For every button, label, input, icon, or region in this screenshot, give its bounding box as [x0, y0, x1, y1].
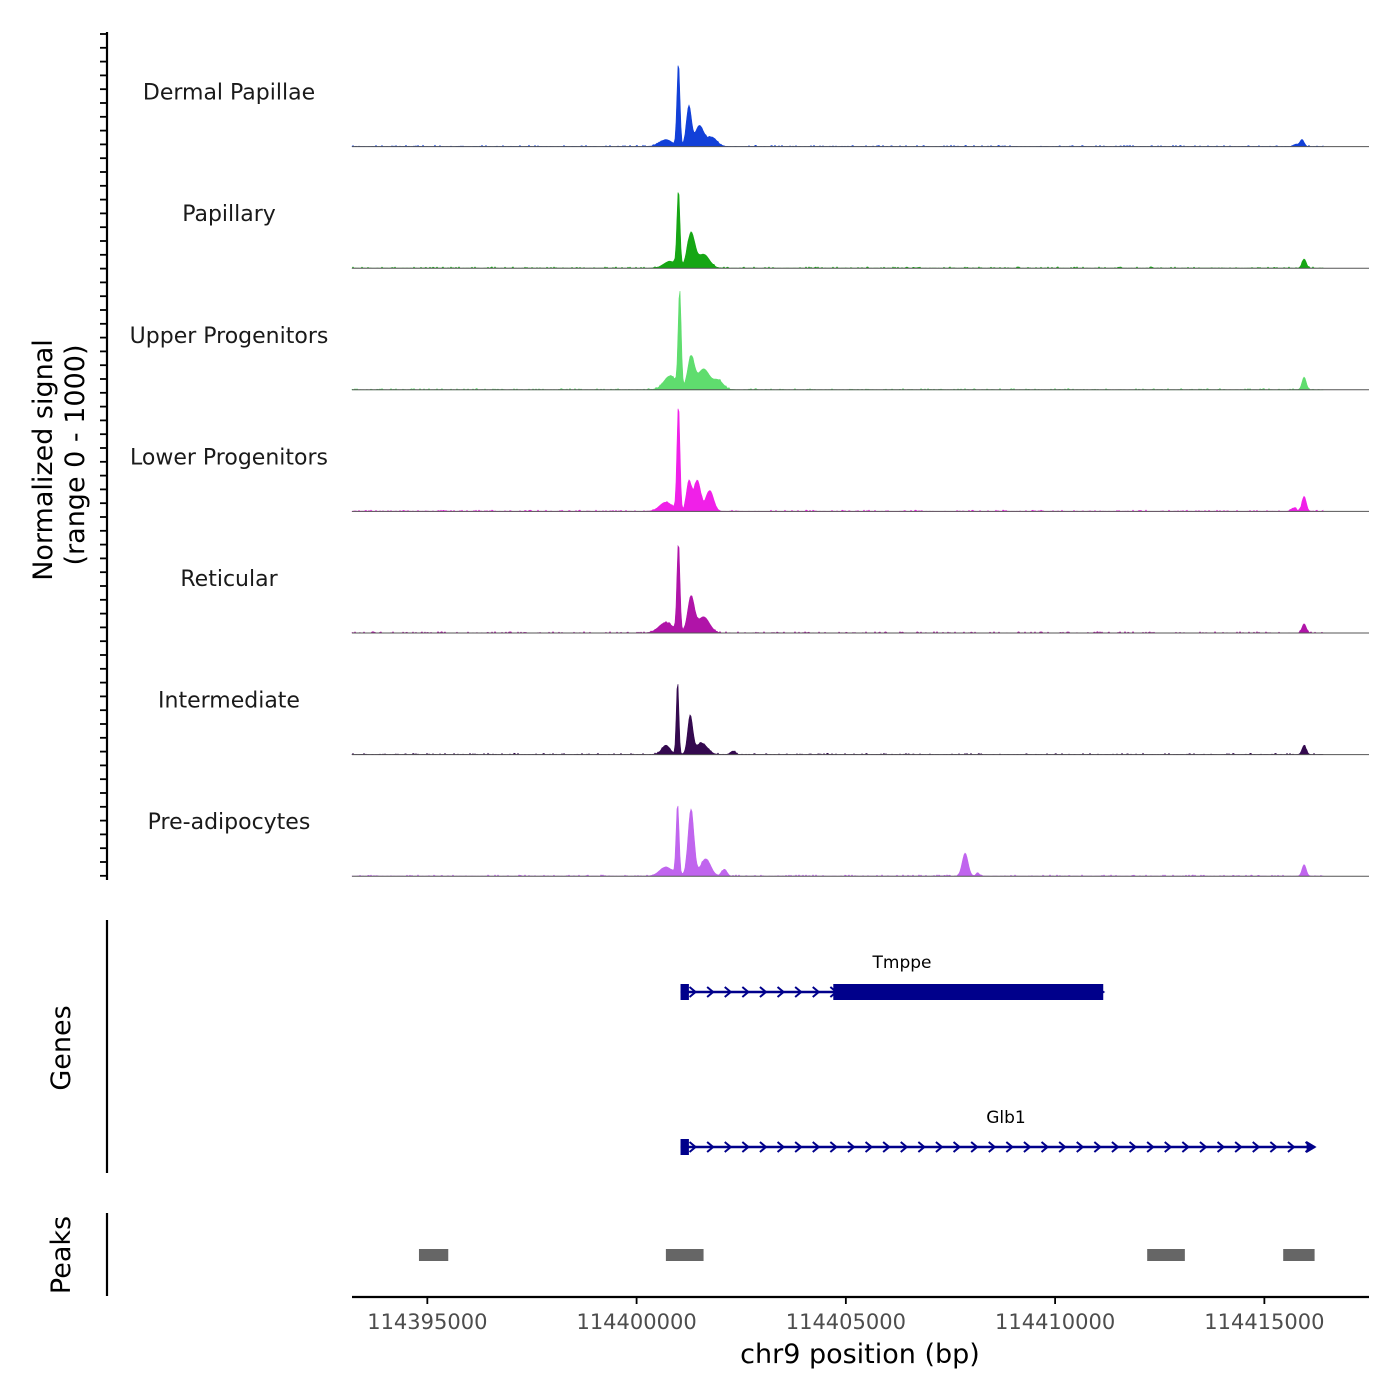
strand-arrow — [1252, 1141, 1261, 1153]
gene-end-arrow — [1095, 986, 1106, 998]
genes-panel-title: Genes — [46, 1005, 77, 1090]
strand-arrow — [1181, 1141, 1190, 1153]
x-tick-label: 114395000 — [367, 1310, 487, 1334]
strand-arrow — [1111, 1141, 1120, 1153]
track-label: Upper Progenitors — [130, 324, 329, 349]
strand-arrow — [794, 986, 803, 998]
peaks-panel-title: Peaks — [46, 1216, 77, 1294]
track-papillary: Papillary — [182, 192, 1369, 269]
strand-arrow — [706, 1141, 715, 1153]
strand-arrow — [1023, 1141, 1032, 1153]
strand-arrow — [741, 986, 750, 998]
track-label: Reticular — [180, 567, 278, 592]
signal-area — [351, 290, 1324, 391]
strand-arrow — [706, 986, 715, 998]
x-axis-title: chr9 position (bp) — [740, 1339, 980, 1370]
strand-arrow — [688, 1141, 698, 1153]
strand-arrow — [741, 1141, 750, 1153]
peak-region — [1147, 1249, 1185, 1261]
strand-arrow — [776, 1141, 786, 1153]
exon — [833, 984, 1104, 1000]
y-axis-title-line1: Normalized signal — [28, 339, 59, 581]
signal-area — [351, 544, 1324, 634]
strand-arrow — [812, 1141, 821, 1153]
strand-arrow — [1058, 1141, 1067, 1153]
strand-arrow — [829, 1141, 838, 1153]
track-intermediate: Intermediate — [158, 684, 1369, 756]
strand-arrow — [988, 1141, 997, 1153]
strand-arrow — [900, 1141, 909, 1153]
track-dermal-papillae: Dermal Papillae — [143, 65, 1369, 148]
strand-arrow — [1076, 1141, 1085, 1153]
strand-arrow — [847, 1141, 856, 1153]
track-lower-progenitors: Lower Progenitors — [130, 408, 1369, 512]
strand-arrow — [776, 986, 786, 998]
signal-area — [351, 408, 1324, 512]
strand-arrow — [864, 1141, 874, 1153]
peak-track — [418, 1249, 1315, 1261]
exon — [680, 984, 689, 1000]
exon — [680, 1139, 689, 1155]
strand-arrow — [1234, 1141, 1243, 1153]
signal-y-ticks — [100, 33, 107, 877]
gene-label: Glb1 — [986, 1108, 1026, 1128]
peak-region — [665, 1249, 704, 1261]
strand-arrow — [794, 1141, 803, 1153]
strand-arrow — [1287, 1141, 1296, 1153]
strand-arrow — [1199, 1141, 1208, 1153]
strand-arrow — [1216, 1141, 1226, 1153]
x-axis-ticks: 114395000 114400000 114405000 114410000 1144… — [367, 1297, 1324, 1334]
signal-area — [351, 192, 1324, 269]
track-label: Dermal Papillae — [143, 81, 315, 106]
x-tick-label: 114400000 — [576, 1310, 696, 1334]
strand-arrow — [759, 986, 768, 998]
track-label: Intermediate — [158, 689, 300, 714]
strand-arrow — [1040, 1141, 1050, 1153]
gene-glb1: Glb1 — [680, 1108, 1317, 1155]
gene-track: Tmppe Glb1 — [680, 953, 1317, 1155]
signal-area — [351, 65, 1324, 148]
strand-arrow — [688, 986, 698, 998]
gene-tmppe: Tmppe — [680, 953, 1106, 1000]
strand-arrow — [882, 1141, 891, 1153]
track-pre-adipocytes: Pre-adipocytes — [148, 805, 1369, 877]
strand-arrow — [724, 1141, 733, 1153]
track-upper-progenitors: Upper Progenitors — [130, 290, 1369, 391]
track-reticular: Reticular — [180, 544, 1369, 634]
x-tick-label: 114415000 — [1204, 1310, 1324, 1334]
gene-label: Tmppe — [872, 953, 932, 973]
strand-arrow — [724, 986, 733, 998]
peak-region — [1283, 1249, 1315, 1261]
x-tick-label: 114405000 — [786, 1310, 906, 1334]
strand-arrow — [1005, 1141, 1014, 1153]
strand-arrow — [935, 1141, 944, 1153]
strand-arrow — [812, 986, 821, 998]
strand-arrow — [759, 1141, 768, 1153]
strand-arrow — [1128, 1141, 1138, 1153]
strand-arrow — [1146, 1141, 1155, 1153]
track-label: Papillary — [182, 202, 276, 227]
signal-area — [351, 805, 1324, 877]
track-label: Pre-adipocytes — [148, 810, 311, 835]
gene-end-arrow — [1306, 1141, 1317, 1153]
coverage-tracks: Dermal Papillae Papillary Upper Progenitor… — [130, 65, 1369, 877]
strand-arrow — [1093, 1141, 1102, 1153]
strand-arrow — [917, 1141, 926, 1153]
strand-arrow — [1164, 1141, 1173, 1153]
strand-arrow — [970, 1141, 979, 1153]
y-axis-title-line2: (range 0 - 1000) — [60, 345, 91, 566]
signal-area — [351, 684, 1324, 756]
peak-region — [418, 1249, 449, 1261]
strand-arrow — [1269, 1141, 1278, 1153]
track-label: Lower Progenitors — [130, 445, 328, 470]
x-tick-label: 114410000 — [995, 1310, 1115, 1334]
strand-arrow — [952, 1141, 962, 1153]
